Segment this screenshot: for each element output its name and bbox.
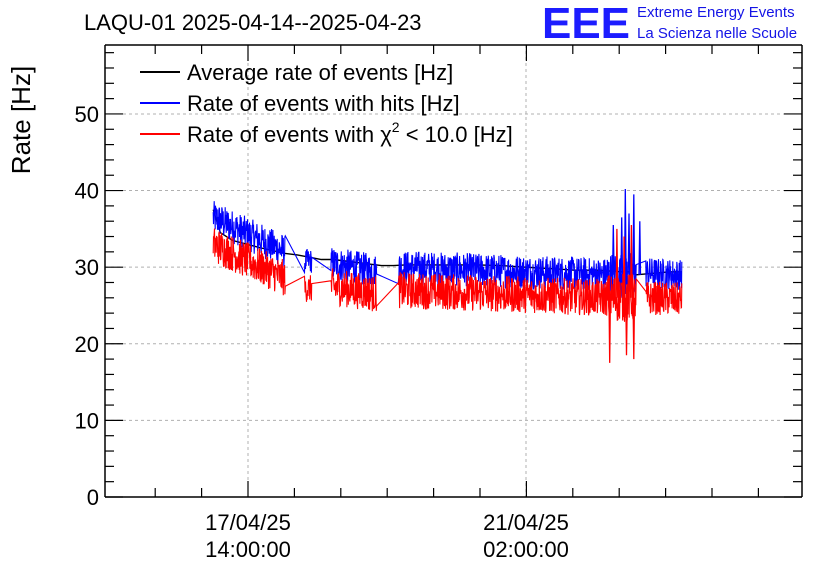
x-tick-label-date: 17/04/25 [205, 510, 291, 535]
y-tick-label: 0 [87, 485, 99, 510]
y-tick-label: 30 [75, 255, 99, 280]
chart-title: LAQU-01 2025-04-14--2025-04-23 [84, 10, 422, 35]
x-tick-label-date: 21/04/25 [483, 510, 569, 535]
logo-line-2: La Scienza nelle Scuole [637, 25, 797, 42]
series-spike [608, 297, 612, 363]
logo-line-1: Extreme Energy Events [637, 4, 795, 21]
legend-label: Rate of events with hits [Hz] [187, 91, 460, 116]
legend: Average rate of events [Hz] Rate of event… [140, 60, 513, 147]
series-2 [212, 224, 683, 363]
series-line [212, 228, 683, 322]
x-tick-label-time: 02:00:00 [483, 537, 569, 562]
y-tick-label: 20 [75, 332, 99, 357]
legend-label: Average rate of events [Hz] [187, 60, 453, 85]
series-spike [627, 213, 631, 275]
series-line [212, 201, 683, 298]
series-spike [615, 228, 619, 298]
series-spike [629, 224, 633, 298]
series-spike [638, 221, 642, 275]
x-tick-label-time: 14:00:00 [205, 537, 291, 562]
series-layer [212, 188, 683, 363]
y-axis-label: Rate [Hz] [6, 66, 36, 174]
eee-logo: EEE Extreme Energy Events La Scienza nel… [542, 0, 797, 48]
y-tick-label: 50 [75, 102, 99, 127]
legend-label: Rate of events with χ2 < 10.0 [Hz] [187, 119, 513, 147]
series-spike [632, 194, 636, 275]
series-1 [212, 188, 683, 298]
y-tick-label: 10 [75, 408, 99, 433]
series-spike [622, 236, 626, 298]
logo-mark: EEE [542, 0, 630, 48]
y-tick-label: 40 [75, 179, 99, 204]
